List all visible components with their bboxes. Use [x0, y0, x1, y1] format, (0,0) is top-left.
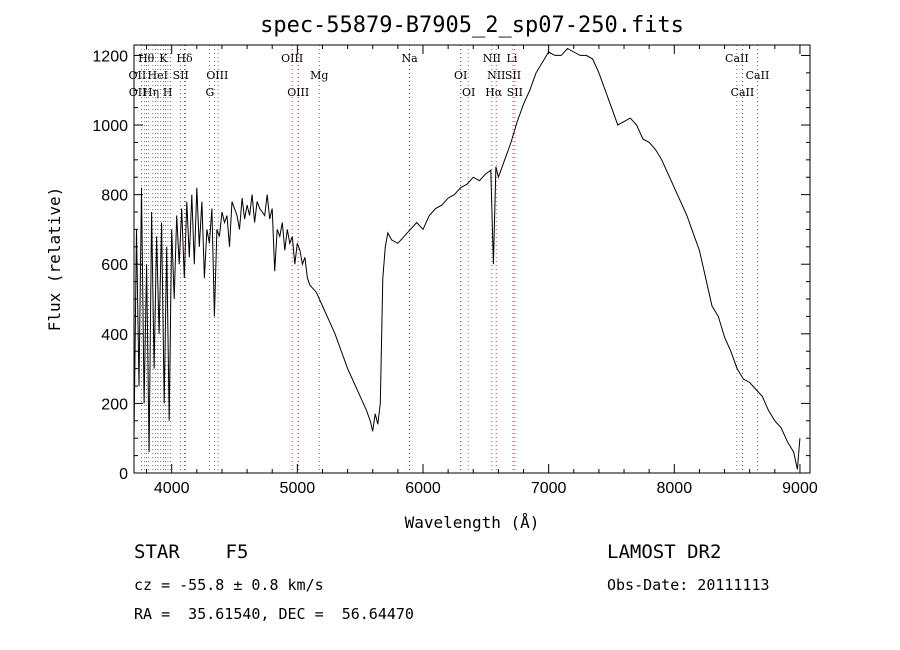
plot-frame	[133, 44, 811, 474]
y-tick-label: 400	[101, 327, 128, 344]
line-id-label: Hθ	[138, 52, 155, 65]
line-id-label: Hδ	[176, 52, 193, 65]
line-id-label: Mg	[310, 69, 328, 82]
x-tick-label: 7000	[531, 480, 567, 497]
line-id-label: CaII	[746, 69, 770, 82]
line-id-label: G	[205, 86, 214, 99]
y-tick-label: 0	[119, 466, 128, 483]
y-tick-label: 600	[101, 257, 128, 274]
line-id-label: OII	[129, 86, 147, 99]
line-id-label: OI	[462, 86, 475, 99]
line-marker-group	[141, 45, 758, 473]
line-id-label: SII	[505, 69, 521, 82]
x-tick-label: 6000	[405, 480, 441, 497]
line-id-label: Na	[401, 52, 418, 65]
spectrum-series-line	[133, 47, 801, 470]
survey-name: LAMOST DR2	[607, 541, 722, 563]
x-tick-label: 8000	[657, 480, 693, 497]
line-id-label: H	[163, 86, 173, 99]
line-id-label: OIII	[281, 52, 303, 65]
line-id-label: CaII	[725, 52, 749, 65]
x-axis-label: Wavelength (Å)	[405, 513, 540, 532]
line-id-label: Li	[507, 52, 518, 65]
line-id-label: K	[159, 52, 168, 65]
x-tick-label: 9000	[782, 480, 818, 497]
line-id-label: NII	[483, 52, 501, 65]
line-id-label: Hα	[485, 86, 503, 99]
y-axis-label: Flux (relative)	[45, 187, 64, 332]
subclass: F5	[225, 541, 249, 563]
line-id-label: OIII	[287, 86, 309, 99]
class-type: STAR	[134, 541, 180, 563]
x-tick-label: 4000	[154, 480, 190, 497]
line-id-label: OI	[454, 69, 467, 82]
x-tick-label: 5000	[280, 480, 316, 497]
y-tick-label: 1000	[92, 118, 128, 135]
y-tick-label: 800	[101, 188, 128, 205]
axes-group: 4000 5000 6000 7000 8000 9000 0 200 400 600 800 100…	[92, 45, 818, 497]
chart-title: spec-55879-B7905_2_sp07-250.fits	[260, 13, 684, 38]
line-id-label: SII	[507, 86, 523, 99]
line-id-label: Hη	[143, 86, 159, 99]
line-id-label: OII	[129, 69, 147, 82]
line-id-label: CaII	[731, 86, 755, 99]
line-id-label: HeI	[148, 69, 168, 82]
y-tick-label: 200	[101, 396, 128, 413]
obs-date: Obs-Date: 20111113	[607, 576, 770, 594]
line-id-label: NII	[487, 69, 505, 82]
spectrum-chart: spec-55879-B7905_2_sp07-250.fits Hθ K Hδ OI…	[45, 13, 818, 532]
ra-dec-readout: RA = 35.61540, DEC = 56.64470	[134, 605, 414, 623]
y-tick-label: 1200	[92, 48, 128, 65]
line-id-label: SII	[173, 69, 189, 82]
object-class: STAR F5	[134, 541, 248, 563]
redshift-readout: cz = -55.8 ± 0.8 km/s	[134, 576, 324, 594]
line-id-label: OIII	[206, 69, 228, 82]
